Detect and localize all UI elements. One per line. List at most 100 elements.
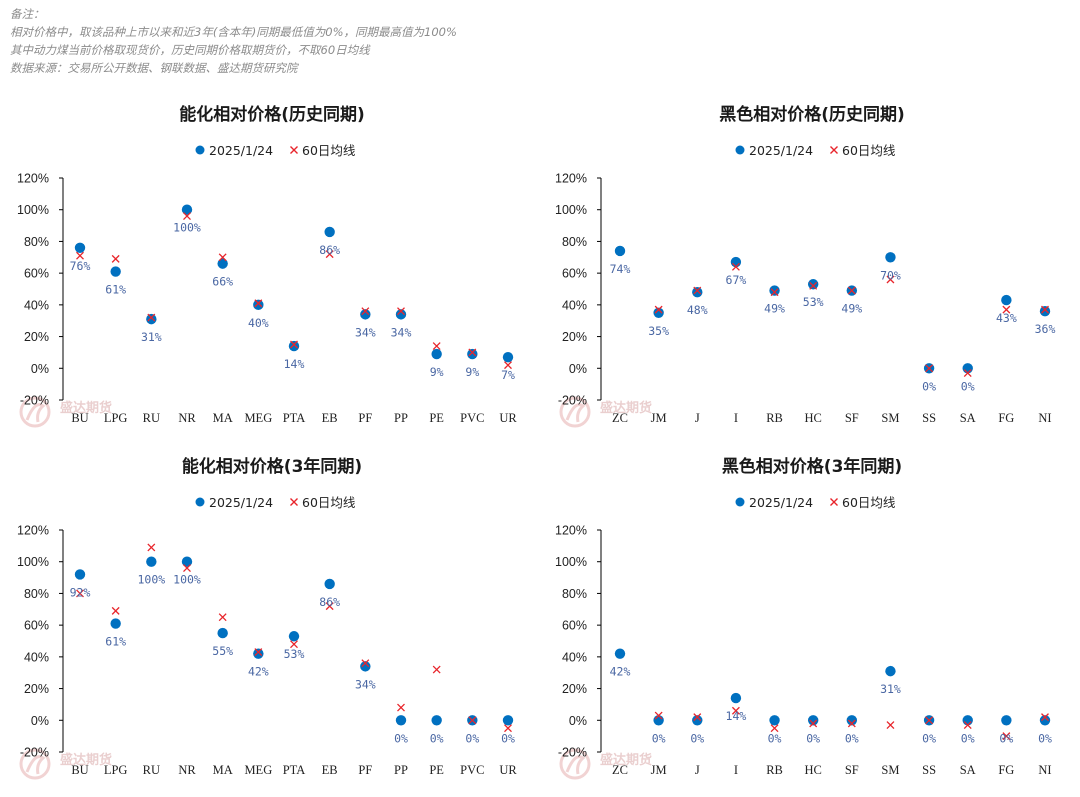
legend-label: 2025/1/24 — [209, 143, 273, 158]
watermark-logo: 盛达期货 — [559, 396, 652, 428]
x-tick-label: SS — [922, 411, 936, 425]
y-tick-label: 100% — [555, 555, 587, 569]
point-current — [653, 307, 664, 318]
notes-block: 备注： 相对价格中，取该品种上市以来和近3年(含本年)同期最低值为0%，同期最高… — [10, 5, 457, 77]
point-current — [253, 299, 264, 311]
point-current — [431, 348, 442, 360]
watermark-text: 盛达期货 — [600, 752, 652, 768]
y-tick-label: 40% — [24, 650, 49, 664]
point-ma60 — [76, 589, 84, 598]
x-tick-label: I — [734, 411, 738, 425]
y-tick-label: 60% — [562, 267, 587, 281]
point-current — [846, 715, 858, 726]
watermark-logo: 盛达期货 — [559, 748, 652, 780]
point-ma60 — [504, 361, 512, 370]
point-ma60 — [361, 659, 370, 668]
point-ma60 — [809, 281, 818, 290]
x-tick-label: RB — [766, 411, 783, 425]
data-label: 34% — [391, 325, 412, 339]
x-tick-label: NI — [1038, 763, 1051, 777]
data-label: 0% — [501, 731, 515, 745]
data-label: 86% — [319, 595, 340, 609]
y-tick-label: 20% — [24, 682, 49, 696]
x-tick-label: NR — [178, 411, 196, 425]
point-current — [807, 279, 819, 290]
x-tick-label: HC — [804, 411, 821, 425]
point-current — [217, 627, 228, 639]
data-label: 0% — [690, 731, 704, 745]
legend: 2025/1/24 60日均线 — [195, 495, 356, 510]
data-label: 76% — [70, 259, 91, 273]
point-ma60 — [432, 665, 441, 674]
x-tick-label: PP — [394, 411, 408, 425]
x-tick-label: LPG — [104, 763, 128, 777]
data-label: 70% — [880, 268, 901, 282]
point-ma60 — [770, 724, 779, 733]
data-label: 7% — [501, 368, 515, 382]
point-ma60 — [731, 706, 740, 715]
point-ma60 — [925, 364, 934, 373]
data-label: 55% — [212, 644, 233, 658]
legend: 2025/1/24 60日均线 — [735, 495, 896, 510]
y-tick-label: 0% — [569, 714, 587, 728]
legend-marker-cross — [290, 146, 298, 154]
y-tick-label: 60% — [24, 619, 49, 633]
x-tick-label: PF — [358, 411, 372, 425]
point-current — [467, 348, 478, 360]
data-label: 36% — [1035, 322, 1056, 336]
watermark-logo: 盛达期货 — [19, 396, 112, 428]
point-ma60 — [325, 602, 334, 611]
x-tick-label: JM — [651, 411, 667, 425]
x-tick-label: PF — [358, 763, 372, 777]
y-tick-label: 60% — [562, 619, 587, 633]
chart-energy-historical: 盛达期货 能化相对价格(历史同期) 2025/1/24 60日均线 -20% 0% 20% 4… — [0, 90, 540, 445]
point-current — [1039, 715, 1051, 726]
data-label: 0% — [430, 731, 444, 745]
point-current — [74, 569, 86, 580]
x-tick-label: JM — [651, 763, 667, 777]
point-current — [692, 286, 703, 298]
x-tick-label: MA — [213, 411, 233, 425]
point-current — [217, 258, 228, 269]
y-tick-label: -20% — [558, 746, 587, 760]
y-tick-label: 120% — [17, 172, 49, 186]
data-label: 100% — [173, 221, 201, 235]
data-label: 0% — [465, 731, 479, 745]
point-ma60 — [1002, 732, 1011, 741]
data-label: 0% — [652, 731, 666, 745]
point-ma60 — [886, 721, 895, 730]
point-current — [360, 661, 371, 672]
point-ma60 — [432, 342, 441, 351]
data-label: 92% — [70, 585, 91, 599]
point-ma60 — [886, 275, 895, 284]
chart-title: 黑色相对价格(历史同期) — [719, 104, 905, 125]
point-current — [1001, 294, 1012, 306]
watermark-text: 盛达期货 — [60, 400, 112, 416]
point-current — [1001, 715, 1012, 726]
point-ma60 — [111, 254, 120, 263]
data-label: 86% — [319, 243, 340, 257]
x-tick-label: FG — [998, 763, 1014, 777]
point-current — [807, 715, 819, 726]
x-tick-label: SF — [845, 763, 859, 777]
point-ma60 — [397, 307, 405, 316]
note-line-2: 相对价格中，取该品种上市以来和近3年(含本年)同期最低值为0%，同期最高值为10… — [10, 25, 457, 39]
y-tick-label: 100% — [17, 555, 49, 569]
point-ma60 — [361, 307, 370, 316]
point-ma60 — [847, 286, 856, 295]
point-current — [431, 715, 442, 726]
point-current — [288, 340, 300, 352]
data-label: 0% — [961, 379, 975, 393]
x-tick-label: MA — [213, 763, 233, 777]
point-current — [181, 204, 193, 215]
point-ma60 — [693, 713, 702, 722]
data-label: 67% — [726, 273, 747, 287]
x-tick-label: PVC — [460, 763, 484, 777]
data-label: 74% — [610, 262, 631, 276]
point-ma60 — [290, 340, 298, 349]
point-current — [395, 715, 407, 726]
y-tick-label: -20% — [20, 746, 49, 760]
point-ma60 — [731, 262, 740, 271]
x-tick-label: EB — [322, 411, 338, 425]
x-tick-label: NR — [178, 763, 196, 777]
